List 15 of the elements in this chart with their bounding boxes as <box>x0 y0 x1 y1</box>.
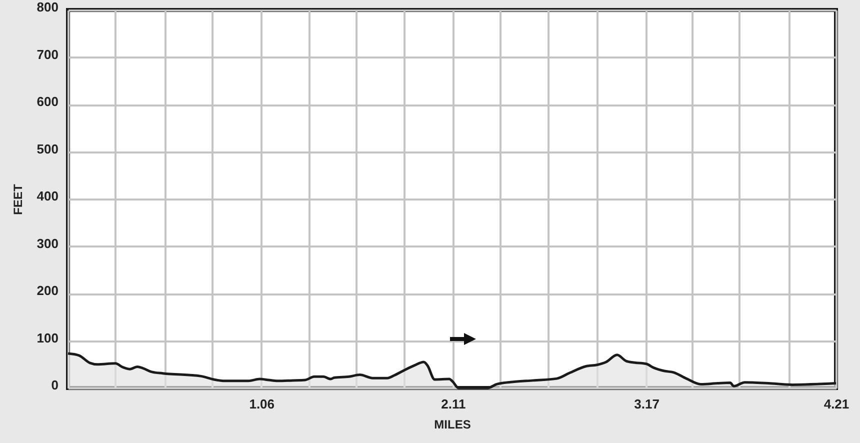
x-axis-title: MILES <box>434 418 471 432</box>
y-tick-label: 0 <box>51 378 58 392</box>
x-tick-label: 1.06 <box>249 396 275 412</box>
y-tick-label: 600 <box>36 94 58 109</box>
x-tick-label: 2.11 <box>441 396 466 412</box>
y-tick-label: 200 <box>36 283 58 298</box>
y-tick-label: 300 <box>36 236 58 251</box>
y-tick-label: 100 <box>36 330 58 346</box>
y-tick-label: 500 <box>36 141 58 156</box>
x-tick-label: 4.21 <box>824 396 850 412</box>
y-tick-label: 800 <box>36 0 58 14</box>
y-tick-label: 400 <box>36 188 58 204</box>
x-tick-label: 3.17 <box>634 396 660 412</box>
y-axis-title: FEET <box>10 184 25 215</box>
y-tick-label: 700 <box>36 46 58 62</box>
